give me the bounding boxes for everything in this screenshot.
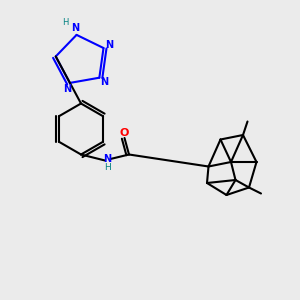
Text: O: O [120, 128, 129, 138]
Text: H: H [104, 163, 111, 172]
Text: N: N [103, 154, 112, 164]
Text: N: N [63, 84, 71, 94]
Text: N: N [71, 23, 80, 33]
Text: N: N [100, 77, 108, 87]
Text: H: H [62, 18, 68, 27]
Text: N: N [105, 40, 113, 50]
